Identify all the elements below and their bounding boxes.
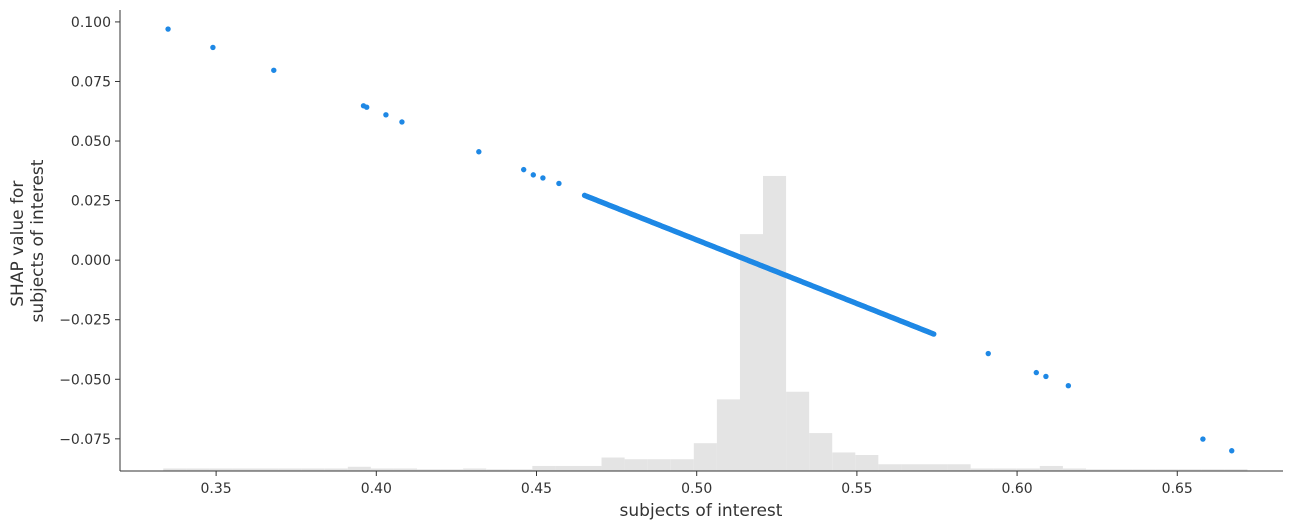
histogram-bar <box>901 464 925 471</box>
histogram-bar <box>1155 469 1179 471</box>
histogram-bar <box>555 465 579 471</box>
histogram-bar <box>832 452 856 471</box>
data-point <box>399 119 405 125</box>
histogram-bar <box>855 454 879 471</box>
histogram-bar <box>209 468 233 471</box>
histogram-bar <box>255 468 279 471</box>
x-tick-label: 0.60 <box>1001 481 1032 497</box>
data-point <box>210 44 216 51</box>
histogram-bar <box>786 391 810 471</box>
x-tick-label: 0.35 <box>201 481 232 497</box>
histogram-bar <box>186 468 210 471</box>
histogram-bar <box>1201 469 1225 471</box>
x-tick-label: 0.40 <box>361 481 392 497</box>
histogram-bar <box>578 465 602 471</box>
histogram-bar <box>463 468 487 471</box>
data-point <box>556 180 562 187</box>
data-point <box>363 104 370 110</box>
data-point <box>931 331 937 337</box>
data-point <box>1065 383 1072 389</box>
y-axis-label: SHAP value for subjects of interest <box>8 159 48 322</box>
data-point <box>165 26 171 32</box>
data-point <box>383 112 389 118</box>
histogram-bar <box>324 468 348 471</box>
y-axis-label-line-1: SHAP value for <box>8 181 28 307</box>
histogram-bar <box>393 468 417 471</box>
data-point <box>1200 436 1206 442</box>
histogram-bar <box>693 443 717 471</box>
histogram-bar <box>716 399 740 471</box>
y-tick-label: 0.000 <box>71 253 111 269</box>
histogram-bar <box>370 468 394 471</box>
histogram-bar <box>1062 468 1086 471</box>
histogram-bar <box>763 175 787 471</box>
x-tick-label: 0.65 <box>1162 481 1193 497</box>
histogram-bar <box>232 468 256 471</box>
histogram-bar <box>347 466 371 471</box>
histogram-bar <box>509 469 533 471</box>
data-point <box>985 350 991 357</box>
histogram-bar <box>532 465 556 471</box>
data-point <box>1043 373 1049 380</box>
histogram-bar <box>624 459 648 471</box>
histogram-bar <box>278 468 302 471</box>
y-axis-label-line-2: subjects of interest <box>28 159 48 322</box>
histogram-layer <box>163 175 1248 471</box>
histogram-bar <box>1224 469 1248 471</box>
histogram-bar <box>947 464 971 471</box>
y-tick-label: 0.025 <box>71 194 111 210</box>
points-layer <box>165 26 1235 454</box>
data-point <box>271 67 277 73</box>
histogram-bar <box>970 468 994 471</box>
data-point <box>1229 448 1235 454</box>
histogram-bar <box>647 459 671 471</box>
histogram-bar <box>440 469 464 471</box>
histogram-bar <box>1016 468 1040 471</box>
histogram-bar <box>1109 469 1133 471</box>
y-tick-label: −0.025 <box>59 313 111 329</box>
x-tick-label: 0.45 <box>521 481 552 497</box>
x-ticks: 0.35 0.40 0.45 0.50 0.55 0.60 0.65 <box>201 471 1193 497</box>
histogram-bar <box>163 468 187 471</box>
y-tick-label: 0.100 <box>71 15 111 31</box>
x-tick-label: 0.55 <box>841 481 872 497</box>
y-tick-label: −0.075 <box>59 432 111 448</box>
histogram-bar <box>878 464 902 471</box>
data-point <box>540 175 546 181</box>
histogram-bar <box>1085 469 1110 471</box>
x-axis-label: subjects of interest <box>620 501 783 521</box>
data-point <box>476 149 482 155</box>
histogram-bar <box>1178 469 1202 471</box>
x-tick-label: 0.50 <box>681 481 712 497</box>
histogram-bar <box>601 457 625 471</box>
y-tick-label: −0.050 <box>59 372 111 388</box>
histogram-bar <box>1132 469 1156 471</box>
histogram-bar <box>416 469 441 471</box>
data-point <box>530 172 536 178</box>
data-point <box>1033 369 1040 376</box>
histogram-bar <box>809 433 833 471</box>
y-ticks: 0.100 0.075 0.050 0.025 0.000 −0.025 −0.050 −0.… <box>59 15 120 448</box>
histogram-bar <box>486 469 510 471</box>
histogram-bar <box>993 468 1017 471</box>
histogram-bar <box>670 459 694 471</box>
y-tick-label: 0.050 <box>71 134 111 150</box>
axes <box>119 10 1283 472</box>
histogram-bar <box>1039 465 1063 471</box>
histogram-bar <box>301 468 325 471</box>
histogram-bar <box>924 464 948 471</box>
data-point <box>520 166 527 173</box>
histogram-bar <box>739 234 764 471</box>
y-tick-label: 0.075 <box>71 74 111 90</box>
